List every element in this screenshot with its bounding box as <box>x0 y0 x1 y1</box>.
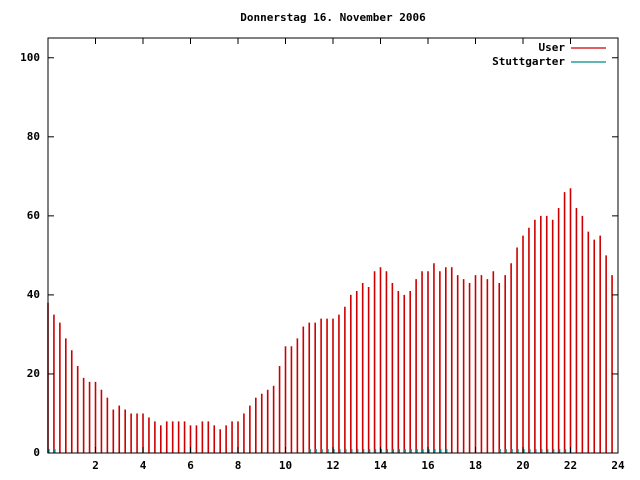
y-tick-label: 100 <box>20 51 40 64</box>
x-tick-label: 2 <box>92 459 99 472</box>
x-tick-label: 4 <box>140 459 147 472</box>
x-tick-label: 20 <box>516 459 529 472</box>
x-tick-label: 16 <box>421 459 435 472</box>
legend-label: Stuttgarter <box>492 55 565 68</box>
x-tick-label: 24 <box>611 459 625 472</box>
x-tick-label: 12 <box>326 459 339 472</box>
x-tick-label: 10 <box>279 459 292 472</box>
x-tick-label: 8 <box>235 459 242 472</box>
x-tick-label: 14 <box>374 459 388 472</box>
x-tick-label: 22 <box>564 459 577 472</box>
plot-border <box>47 37 619 454</box>
legend-label: User <box>539 41 566 54</box>
y-tick-label: 60 <box>27 209 40 222</box>
y-tick-label: 40 <box>27 288 40 301</box>
y-tick-label: 0 <box>33 446 40 459</box>
chart-title: Donnerstag 16. November 2006 <box>240 11 426 24</box>
y-tick-label: 80 <box>27 130 40 143</box>
x-tick-label: 6 <box>187 459 194 472</box>
x-tick-label: 18 <box>469 459 482 472</box>
y-tick-label: 20 <box>27 367 40 380</box>
